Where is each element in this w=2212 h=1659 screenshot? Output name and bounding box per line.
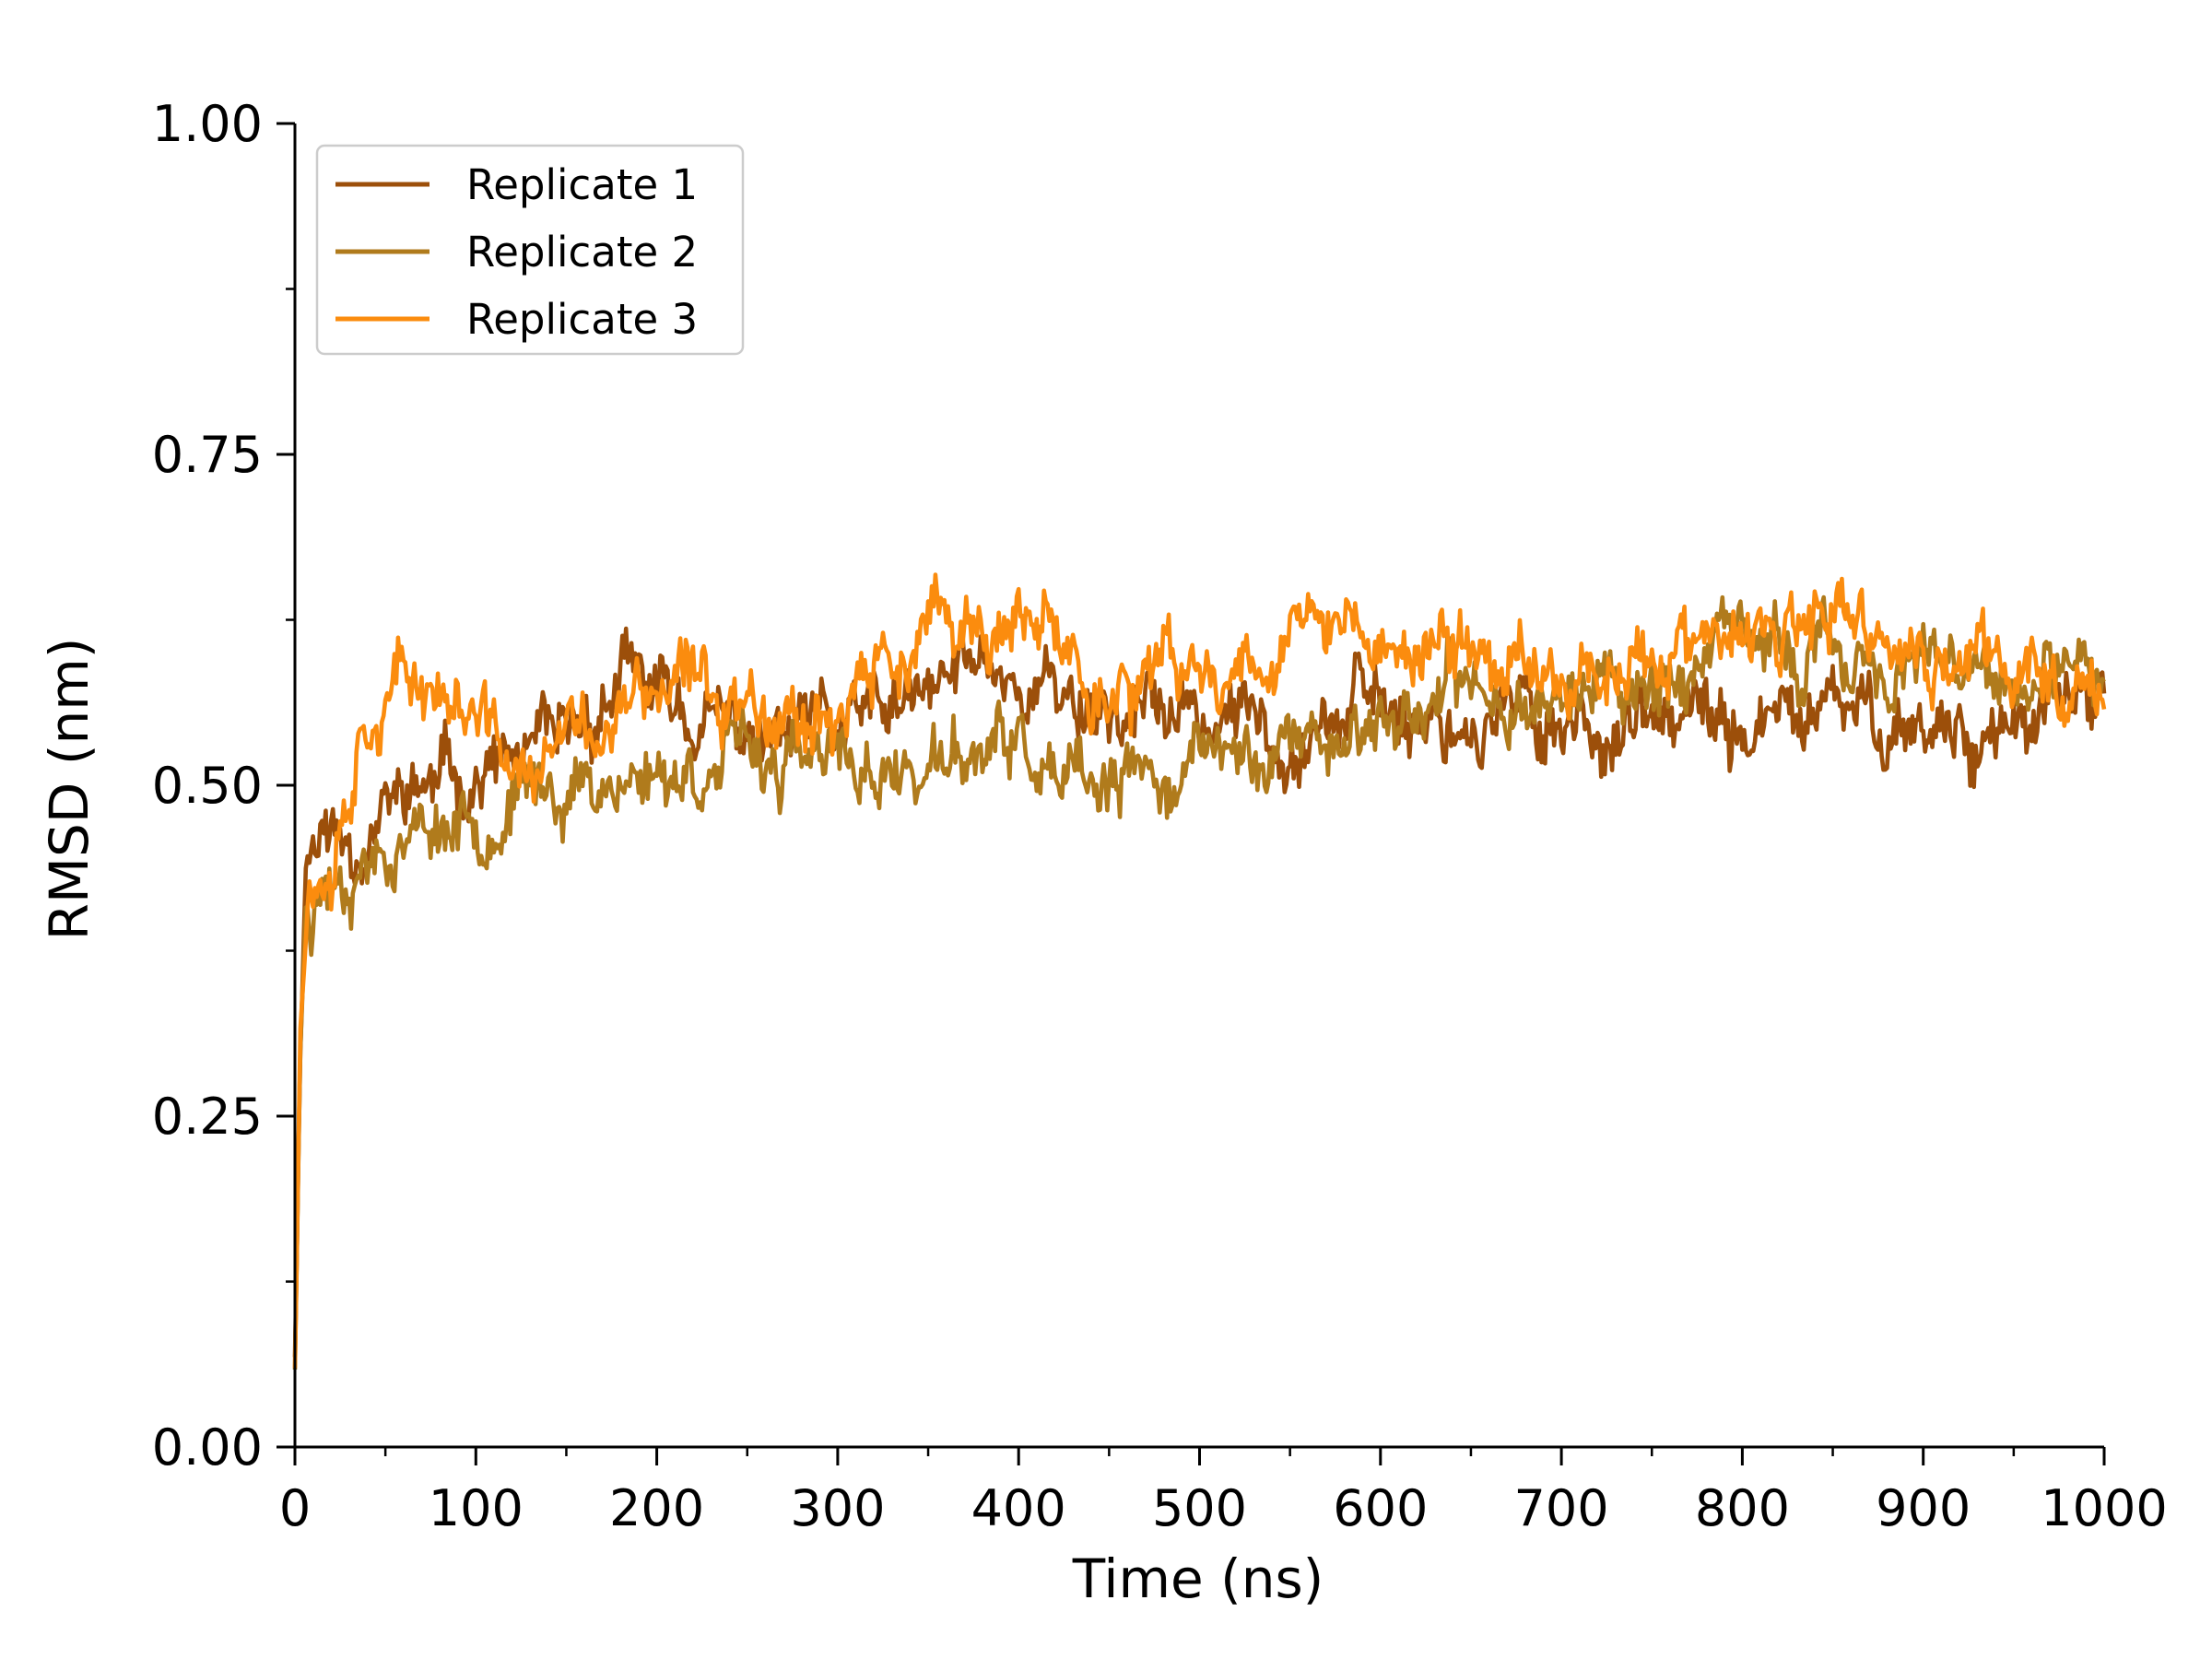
legend-label-replicate-1: Replicate 1 bbox=[466, 160, 698, 209]
x-tick-label: 700 bbox=[1514, 1479, 1609, 1537]
x-tick-label: 800 bbox=[1695, 1479, 1790, 1537]
ticks: 0 100 200 300 400 500 600 700 800 900 1000 0.00 0.25… bbox=[152, 95, 2168, 1537]
y-tick-label: 0.00 bbox=[152, 1418, 263, 1477]
x-tick-label: 600 bbox=[1333, 1479, 1428, 1537]
x-tick-label: 500 bbox=[1152, 1479, 1247, 1537]
x-tick-label: 400 bbox=[971, 1479, 1066, 1537]
plot-series bbox=[292, 572, 2107, 1371]
x-tick-label: 1000 bbox=[2041, 1479, 2167, 1537]
y-axis-title: RMSD (nm) bbox=[38, 638, 100, 941]
y-tick-label: 1.00 bbox=[152, 95, 263, 153]
x-tick-label: 0 bbox=[279, 1479, 311, 1537]
series-line-replicate-3 bbox=[292, 572, 2107, 1369]
legend: Replicate 1 Replicate 2 Replicate 3 bbox=[315, 144, 745, 356]
x-tick-label: 900 bbox=[1876, 1479, 1971, 1537]
y-tick-label: 0.25 bbox=[152, 1088, 263, 1146]
legend-label-replicate-3: Replicate 3 bbox=[466, 295, 698, 344]
legend-label-replicate-2: Replicate 2 bbox=[466, 228, 698, 276]
series-line-replicate-2 bbox=[292, 594, 2106, 1371]
y-tick-label: 0.50 bbox=[152, 757, 263, 815]
x-tick-label: 100 bbox=[429, 1479, 524, 1537]
y-tick-label: 0.75 bbox=[152, 426, 263, 484]
legend-box bbox=[315, 144, 745, 356]
x-tick-label: 200 bbox=[609, 1479, 704, 1537]
x-tick-label: 300 bbox=[790, 1479, 885, 1537]
x-axis-title: Time (ns) bbox=[1072, 1547, 1324, 1610]
